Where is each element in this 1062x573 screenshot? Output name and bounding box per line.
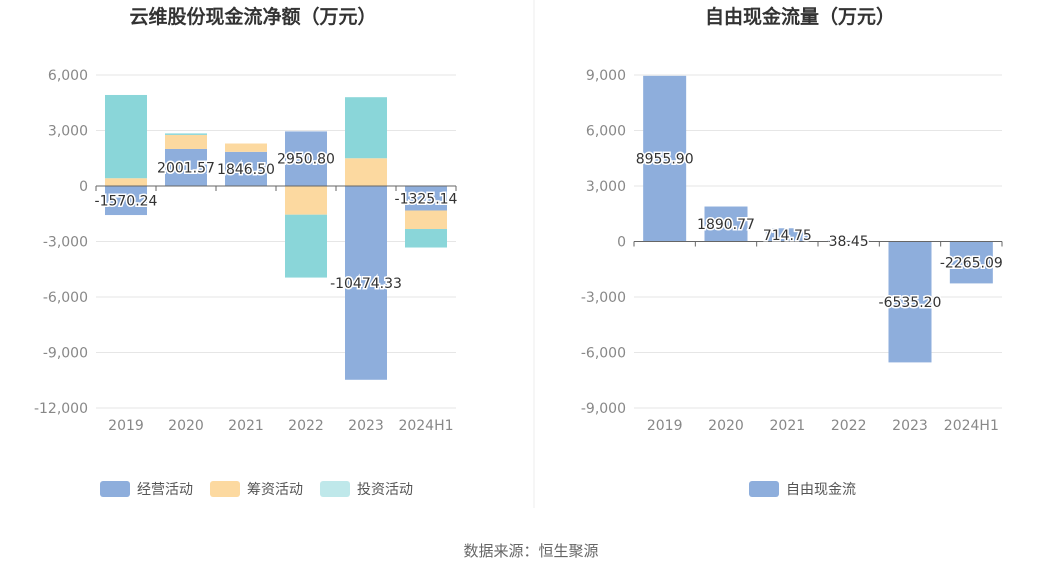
legend-swatch[interactable] — [749, 481, 779, 497]
bar-financing[interactable] — [225, 143, 267, 152]
x-tick-label: 2024H1 — [944, 418, 999, 434]
x-tick-label: 2024H1 — [398, 418, 453, 434]
free-cashflow-chart: 9,000 6,000 3,000 0 -3,000 -6,000 -9,000 2019 20… — [581, 68, 1004, 498]
y-tick-label: 9,000 — [586, 68, 626, 84]
bar-free_cash_flow[interactable] — [704, 206, 748, 242]
cashflow-chart: 6,000 3,000 0 -3,000 -6,000 -9,000 -12,000 2019… — [34, 68, 459, 498]
data-label: 8955.90 — [636, 152, 694, 168]
bar-financing[interactable] — [285, 186, 327, 215]
data-label: -10474.33 — [330, 276, 402, 292]
bar-operating[interactable] — [165, 148, 207, 186]
x-tick-label: 2022 — [831, 418, 867, 434]
bar-operating[interactable] — [225, 151, 267, 186]
data-label: -1570.24 — [95, 194, 158, 210]
y-tick-label: 3,000 — [586, 179, 626, 195]
y-tick-label: -9,000 — [581, 401, 626, 417]
legend-swatch[interactable] — [320, 481, 350, 497]
data-label: -1325.14 — [395, 191, 458, 207]
bar-investing[interactable] — [405, 229, 447, 248]
bar-investing[interactable] — [285, 214, 327, 278]
bar-operating[interactable] — [405, 186, 447, 211]
data-label: 38.45 — [829, 234, 869, 250]
bar-operating[interactable] — [105, 186, 147, 216]
data-label: -2265.09 — [940, 255, 1003, 271]
bar-operating[interactable] — [345, 186, 387, 380]
y-tick-label: 0 — [79, 179, 88, 195]
chart-title-cashflow: 云维股份现金流净额（万元） — [129, 5, 376, 28]
bar-financing[interactable] — [165, 134, 207, 149]
bar-financing[interactable] — [345, 158, 387, 186]
x-tick-label: 2019 — [108, 418, 144, 434]
x-tick-label: 2020 — [168, 418, 204, 434]
bar-free_cash_flow[interactable] — [888, 241, 932, 363]
y-tick-label: 3,000 — [48, 124, 88, 140]
x-tick-label: 2021 — [770, 418, 806, 434]
bar-free_cash_flow[interactable] — [643, 75, 687, 242]
y-tick-label: -12,000 — [34, 401, 88, 417]
data-label: -6535.20 — [879, 295, 942, 311]
legend-label[interactable]: 自由现金流 — [786, 482, 856, 498]
bar-free_cash_flow[interactable] — [765, 228, 809, 242]
data-label: 714.75 — [763, 228, 812, 244]
y-tick-label: 6,000 — [586, 124, 626, 140]
data-label: 2950.80 — [277, 152, 335, 168]
bar-financing[interactable] — [105, 178, 147, 186]
bar-investing[interactable] — [105, 94, 147, 179]
chart-title-fcf: 自由现金流量（万元） — [705, 5, 895, 28]
y-tick-label: -6,000 — [43, 290, 88, 306]
x-tick-label: 2019 — [647, 418, 683, 434]
x-tick-label: 2023 — [892, 418, 928, 434]
legend-label[interactable]: 筹资活动 — [247, 481, 303, 498]
legend-label[interactable]: 经营活动 — [137, 482, 193, 498]
y-tick-label: -3,000 — [43, 235, 88, 251]
x-tick-label: 2023 — [348, 418, 384, 434]
y-tick-label: 6,000 — [48, 68, 88, 84]
bar-financing[interactable] — [405, 210, 447, 230]
y-tick-label: -6,000 — [581, 346, 626, 362]
bar-investing[interactable] — [165, 133, 207, 135]
y-tick-label: 0 — [617, 235, 626, 251]
legend-swatch[interactable] — [210, 481, 240, 497]
x-tick-label: 2021 — [228, 418, 264, 434]
data-label: 2001.57 — [157, 160, 215, 176]
x-tick-label: 2022 — [288, 418, 324, 434]
bar-investing[interactable] — [345, 97, 387, 159]
legend-label[interactable]: 投资活动 — [357, 482, 413, 498]
data-label: 1846.50 — [217, 162, 275, 178]
data-source: 数据来源：恒生聚源 — [463, 542, 598, 560]
y-tick-label: -3,000 — [581, 290, 626, 306]
data-label: 1890.77 — [697, 217, 755, 233]
x-tick-label: 2020 — [708, 418, 744, 434]
bar-free_cash_flow[interactable] — [949, 241, 993, 284]
bar-operating[interactable] — [285, 131, 327, 186]
legend-swatch[interactable] — [100, 481, 130, 497]
y-tick-label: -9,000 — [43, 346, 88, 362]
